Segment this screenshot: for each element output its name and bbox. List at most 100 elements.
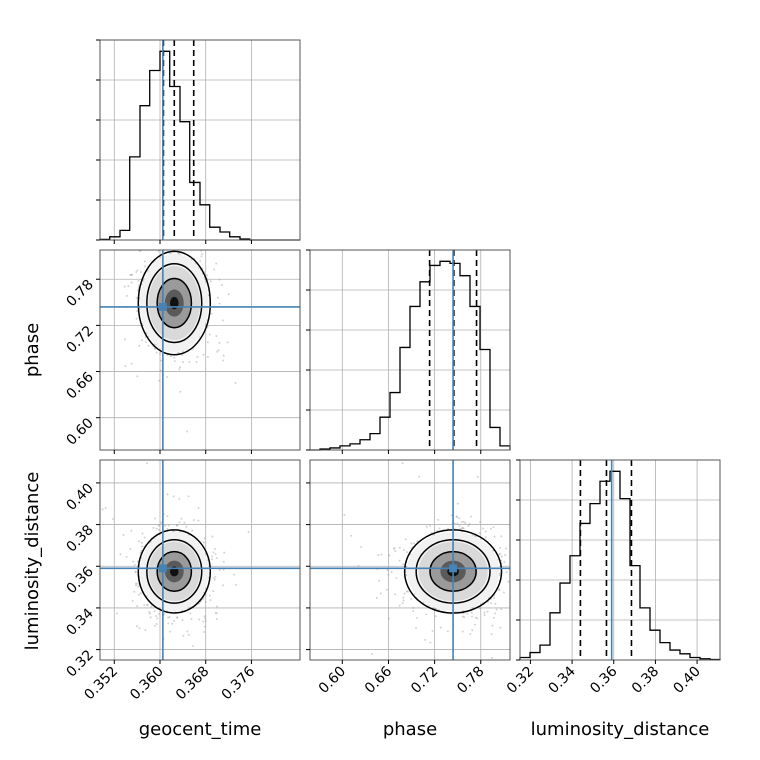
scatter-point [456,516,459,519]
scatter-point [418,475,421,478]
scatter-point [479,607,482,610]
scatter-point [390,570,393,573]
scatter-point [144,265,147,268]
scatter-point [463,616,466,619]
scatter-point [155,351,158,354]
scatter-point [470,611,473,614]
scatter-point [425,525,428,528]
scatter-point [458,517,461,520]
scatter-point [223,551,226,554]
scatter-point [498,552,501,555]
scatter-point [213,547,216,550]
scatter-point [141,532,144,535]
scatter-point [125,294,128,297]
scatter-point [179,366,182,369]
scatter-point [388,554,391,557]
scatter-point [215,605,218,608]
scatter-point [454,610,457,613]
scatter-point [130,529,133,532]
scatter-point [234,382,237,385]
scatter-point [416,540,419,543]
scatter-point [505,547,508,550]
scatter-point [135,582,138,585]
scatter-point [160,359,163,362]
scatter-point [148,610,151,613]
scatter-point [189,612,192,615]
truth-marker [158,564,167,573]
scatter-point [212,551,215,554]
scatter-point [169,355,172,358]
scatter-point [206,341,209,344]
scatter-point [204,600,207,603]
scatter-point [498,574,501,577]
panel-border-1-0 [99,249,301,451]
scatter-point [140,270,143,273]
scatter-point [182,634,185,637]
scatter-point [149,616,152,619]
scatter-point [222,568,225,571]
scatter-point [129,273,132,276]
truth-marker [158,302,167,311]
scatter-point [157,250,160,253]
scatter-point [490,633,493,636]
scatter-point [133,590,136,593]
xlabel-geocent-time: geocent_time [139,719,262,740]
scatter-point [493,612,496,615]
scatter-point [222,584,225,587]
scatter-point [218,302,221,305]
scatter-point [169,630,172,633]
scatter-point [183,521,186,524]
scatter-point [493,535,496,538]
scatter-point [209,599,212,602]
scatter-point [402,549,405,552]
scatter-point [166,515,169,518]
scatter-point [203,541,206,544]
scatter-point [482,527,485,530]
scatter-point [476,617,479,620]
scatter-point [424,638,427,641]
scatter-point [466,612,469,615]
scatter-point [212,590,215,593]
scatter-point [130,362,133,365]
scatter-point [412,606,415,609]
scatter-point [486,610,489,613]
scatter-point [178,368,181,371]
scatter-point [499,546,502,549]
scatter-point [155,614,158,617]
contour-line [146,262,203,344]
scatter-point [210,312,213,315]
scatter-point [438,527,441,530]
scatter-point [401,462,404,465]
scatter-point [137,585,140,588]
scatter-point [153,624,156,627]
scatter-point [461,630,464,633]
scatter-point [155,527,158,530]
scatter-point [220,284,223,287]
scatter-point [202,620,205,623]
scatter-point [166,493,169,496]
scatter-point [212,577,215,580]
scatter-point [188,360,191,363]
scatter-point [478,531,481,534]
scatter-point [490,602,493,605]
scatter-point [217,296,220,299]
scatter-point [393,546,396,549]
scatter-point [226,341,229,344]
scatter-point [494,602,497,605]
scatter-point [410,542,413,545]
scatter-point [227,293,230,296]
scatter-point [474,623,477,626]
scatter-point [490,656,493,659]
scatter-point [484,536,487,539]
scatter-point [453,522,456,525]
scatter-point [158,379,161,382]
scatter-point [429,641,432,644]
scatter-point [187,495,190,498]
scatter-point [164,524,167,527]
scatter-point [201,252,204,255]
scatter-point [135,271,138,274]
scatter-point [135,296,138,299]
scatter-point [137,279,140,282]
scatter-point [136,582,139,585]
scatter-point [429,524,432,527]
